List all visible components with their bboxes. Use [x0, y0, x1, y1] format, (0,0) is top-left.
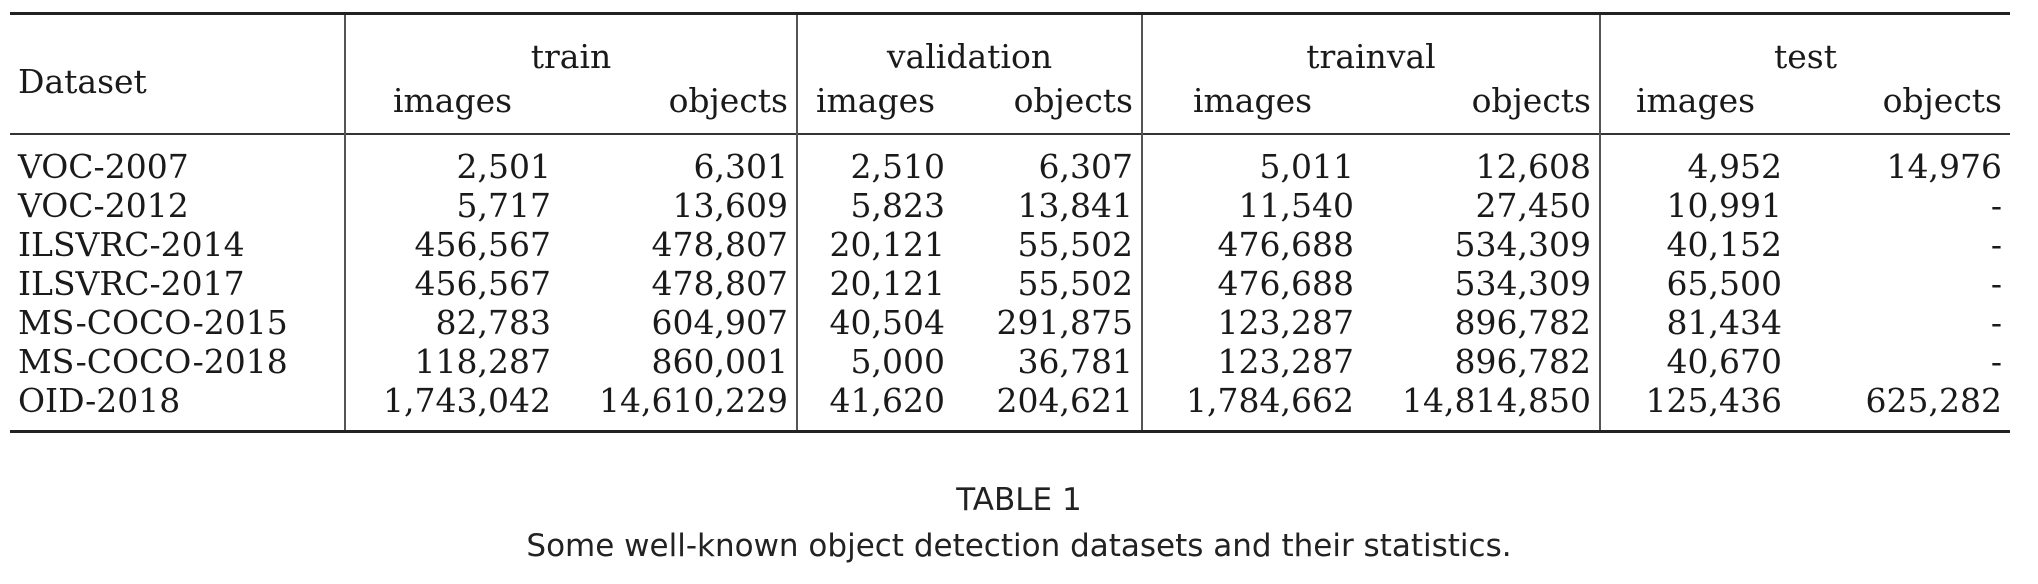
validation-images-cell: 2,510 [796, 134, 953, 186]
validation-images-header: images [796, 73, 953, 134]
validation-objects-cell: 55,502 [1017, 225, 1133, 264]
trainval-objects-cell: 12,608 [1475, 147, 1591, 186]
dataset-name-cell: MS-COCO-2018 [18, 342, 288, 381]
trainval-objects-cell: 534,309 [1454, 225, 1591, 264]
validation-images-cell: 5,823 [796, 186, 953, 225]
validation-images-cell: 20,121 [796, 264, 953, 303]
trainval-objects-cell: 896,782 [1454, 303, 1591, 342]
table-row: OID-2018 1,743,042 14,610,229 41,620 204… [10, 381, 2010, 432]
trainval-images-cell: 123,287 [1141, 303, 1362, 342]
dataset-name-cell: ILSVRC-2017 [18, 264, 245, 303]
table-row: ILSVRC-2017 456,567 478,807 20,121 55,50… [10, 264, 2010, 303]
train-images-cell: 1,743,042 [344, 381, 559, 432]
trainval-group-header: trainval [1141, 13, 1600, 73]
trainval-images-cell: 5,011 [1141, 134, 1362, 186]
train-objects-cell: 14,610,229 [599, 381, 788, 420]
table-caption-text: Some well-known object detection dataset… [526, 528, 1512, 564]
test-objects-cell: - [1990, 186, 2002, 225]
trainval-objects-header: objects [1471, 80, 1591, 120]
dataset-name-cell: MS-COCO-2015 [18, 303, 288, 342]
test-objects-cell: - [1990, 225, 2002, 264]
dataset-statistics-table: Dataset train validation trainval test i… [10, 12, 2010, 433]
test-images-cell: 40,152 [1599, 225, 1790, 264]
train-objects-cell: 6,301 [693, 147, 788, 186]
table-row: VOC-2012 5,717 13,609 5,823 13,841 11,54… [10, 186, 2010, 225]
dataset-name-cell: ILSVRC-2014 [18, 225, 245, 264]
train-objects-cell: 604,907 [651, 303, 788, 342]
train-images-header: images [344, 73, 559, 134]
validation-objects-cell: 291,875 [996, 303, 1133, 342]
test-objects-cell: 625,282 [1865, 381, 2002, 420]
validation-objects-cell: 6,307 [1038, 147, 1133, 186]
test-objects-cell: - [1990, 342, 2002, 381]
trainval-images-header: images [1141, 73, 1362, 134]
train-images-cell: 82,783 [344, 303, 559, 342]
test-objects-cell: 14,976 [1886, 147, 2002, 186]
train-group-header: train [344, 13, 797, 73]
table-row: MS-COCO-2018 118,287 860,001 5,000 36,78… [10, 342, 2010, 381]
train-images-cell: 456,567 [344, 225, 559, 264]
train-objects-cell: 13,609 [672, 186, 788, 225]
test-images-header: images [1599, 73, 1790, 134]
train-objects-cell: 860,001 [651, 342, 788, 381]
test-images-cell: 125,436 [1599, 381, 1790, 432]
train-images-cell: 2,501 [344, 134, 559, 186]
test-images-cell: 81,434 [1599, 303, 1790, 342]
validation-objects-cell: 204,621 [996, 381, 1133, 420]
dataset-name-cell: VOC-2007 [18, 147, 189, 186]
test-images-cell: 4,952 [1599, 134, 1790, 186]
test-images-cell: 10,991 [1599, 186, 1790, 225]
trainval-images-cell: 476,688 [1141, 225, 1362, 264]
trainval-images-cell: 476,688 [1141, 264, 1362, 303]
validation-objects-cell: 13,841 [1017, 186, 1133, 225]
table-row: MS-COCO-2015 82,783 604,907 40,504 291,8… [10, 303, 2010, 342]
table-caption-title: TABLE 1 [956, 482, 1082, 518]
trainval-objects-cell: 534,309 [1454, 264, 1591, 303]
validation-group-header: validation [796, 13, 1142, 73]
header-group-row: Dataset train validation trainval test [10, 13, 2010, 97]
header-sub-row: images objects images objects images obj… [10, 73, 2010, 134]
table-row: VOC-2007 2,501 6,301 2,510 6,307 5,011 1… [10, 134, 2010, 186]
table-row: ILSVRC-2014 456,567 478,807 20,121 55,50… [10, 225, 2010, 264]
dataset-name-cell: VOC-2012 [18, 186, 189, 225]
validation-images-cell: 20,121 [796, 225, 953, 264]
train-images-cell: 5,717 [344, 186, 559, 225]
validation-images-cell: 40,504 [796, 303, 953, 342]
validation-objects-cell: 55,502 [1017, 264, 1133, 303]
dataset-column-header: Dataset [18, 61, 147, 101]
trainval-objects-cell: 27,450 [1475, 186, 1591, 225]
test-images-cell: 40,670 [1599, 342, 1790, 381]
dataset-name-cell: OID-2018 [18, 381, 181, 420]
trainval-objects-cell: 14,814,850 [1402, 381, 1591, 420]
trainval-images-cell: 11,540 [1141, 186, 1362, 225]
validation-images-cell: 5,000 [796, 342, 953, 381]
train-objects-cell: 478,807 [651, 264, 788, 303]
test-objects-cell: - [1990, 264, 2002, 303]
train-images-cell: 456,567 [344, 264, 559, 303]
test-objects-cell: - [1990, 303, 2002, 342]
test-objects-header: objects [1882, 80, 2002, 120]
train-objects-cell: 478,807 [651, 225, 788, 264]
trainval-images-cell: 1,784,662 [1141, 381, 1362, 432]
validation-images-cell: 41,620 [796, 381, 953, 432]
train-images-cell: 118,287 [344, 342, 559, 381]
test-group-header: test [1599, 13, 2010, 73]
trainval-objects-cell: 896,782 [1454, 342, 1591, 381]
train-objects-header: objects [668, 80, 788, 120]
validation-objects-cell: 36,781 [1017, 342, 1133, 381]
trainval-images-cell: 123,287 [1141, 342, 1362, 381]
validation-objects-header: objects [1013, 80, 1133, 120]
dataset-table-container: Dataset train validation trainval test i… [10, 12, 2010, 433]
test-images-cell: 65,500 [1599, 264, 1790, 303]
